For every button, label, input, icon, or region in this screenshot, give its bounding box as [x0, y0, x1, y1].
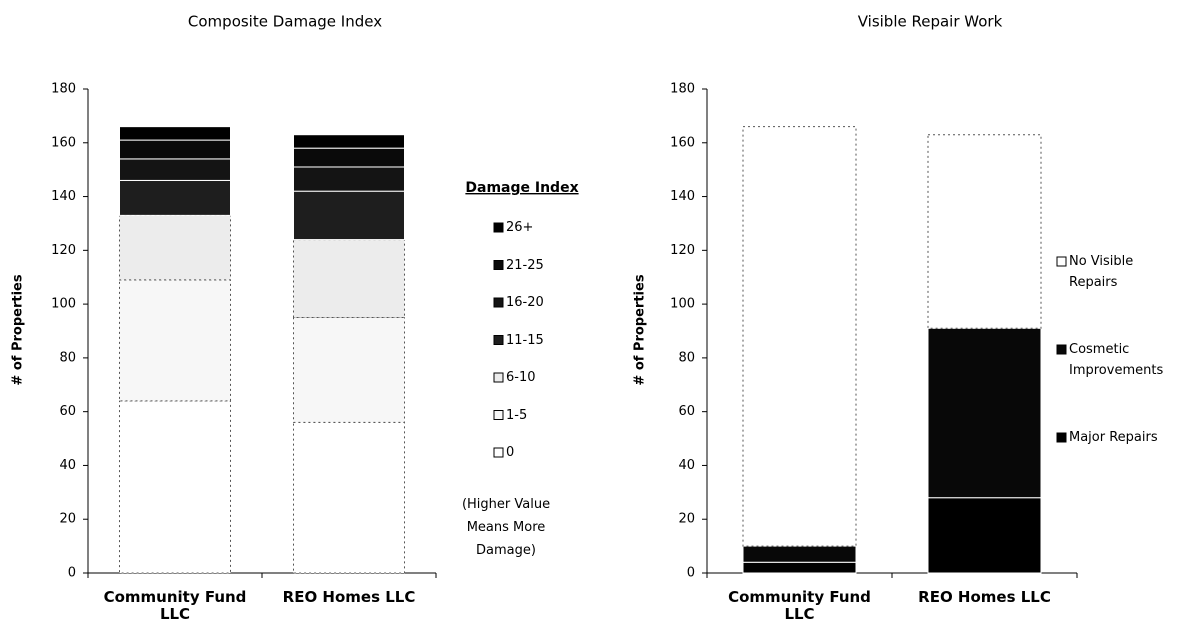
- legend-swatch: [493, 447, 504, 458]
- legend-swatch: [493, 335, 504, 345]
- legend-label: Cosmetic Improvements: [1069, 342, 1164, 378]
- x-tick-label: REO Homes LLC: [918, 588, 1051, 606]
- bar-segment: [927, 327, 1042, 499]
- legend-label: 6-10: [506, 370, 536, 385]
- legend-label: Major Repairs: [1069, 430, 1158, 445]
- legend-label: 26+: [506, 220, 534, 235]
- y-tick-label: 0: [68, 566, 76, 581]
- bar-segment: [119, 126, 231, 141]
- y-tick-label: 160: [670, 135, 695, 150]
- y-tick-label: 20: [59, 512, 76, 527]
- bar-segment: [927, 497, 1042, 574]
- y-tick-label: 20: [678, 512, 695, 527]
- bar-segment: [119, 139, 231, 160]
- bar-segment: [293, 239, 405, 319]
- legend-swatch: [1056, 344, 1067, 355]
- legend-swatch: [493, 410, 504, 420]
- y-axis-label: # of Properties: [11, 274, 26, 385]
- y-tick-label: 160: [51, 135, 76, 150]
- y-tick-label: 180: [51, 82, 76, 97]
- legend-swatch: [493, 260, 504, 270]
- bar-segment: [293, 166, 405, 192]
- legend-label: 21-25: [506, 257, 544, 273]
- y-tick-label: 80: [59, 350, 76, 365]
- y-tick-label: 40: [678, 458, 695, 473]
- x-tick-label: REO Homes LLC: [282, 588, 416, 606]
- y-tick-label: 80: [678, 350, 695, 365]
- y-tick-label: 40: [59, 458, 76, 473]
- bar-segment: [742, 126, 857, 547]
- legend-swatch: [493, 222, 504, 233]
- bar-segment: [742, 561, 857, 574]
- bar-segment: [293, 147, 405, 168]
- y-tick-label: 140: [51, 189, 76, 204]
- bar-segment: [119, 214, 231, 281]
- bar-segment: [927, 134, 1042, 329]
- legend-label: 0: [506, 445, 515, 460]
- legend-swatch: [1056, 256, 1067, 267]
- y-tick-label: 120: [670, 243, 695, 258]
- y-tick-label: 60: [59, 404, 76, 419]
- legend-swatch: [1056, 432, 1067, 443]
- bar-segment: [293, 317, 405, 423]
- bar-segment: [293, 190, 405, 241]
- y-tick-label: 120: [51, 243, 76, 258]
- y-tick-label: 140: [670, 189, 695, 204]
- bar-segment: [119, 158, 231, 181]
- chart-title: Composite Damage Index: [188, 13, 382, 31]
- legend-title: Damage Index: [465, 180, 578, 196]
- chart-title: Visible Repair Work: [858, 13, 1003, 31]
- bar-segment: [119, 179, 231, 216]
- bar-segment: [119, 400, 231, 574]
- bar-segment: [293, 421, 405, 574]
- y-tick-label: 100: [51, 297, 76, 312]
- y-tick-label: 100: [670, 297, 695, 312]
- legend-label: 11-15: [506, 332, 544, 348]
- legend-label: 1-5: [506, 407, 528, 423]
- legend-label: 16-20: [506, 295, 544, 310]
- legend-swatch: [493, 372, 504, 383]
- legend-label: No Visible Repairs: [1069, 254, 1134, 290]
- x-tick-label: Community Fund LLC: [728, 588, 871, 623]
- legend-note: (Higher Value Means More Damage): [461, 496, 551, 558]
- y-axis-label: # of Properties: [633, 274, 648, 385]
- bar-segment: [119, 279, 231, 402]
- bar-segment: [293, 134, 405, 149]
- y-tick-label: 0: [687, 566, 695, 581]
- y-tick-label: 180: [670, 82, 695, 97]
- x-tick-label: Community Fund LLC: [103, 588, 247, 623]
- y-tick-label: 60: [678, 404, 695, 419]
- legend-swatch: [493, 297, 504, 308]
- bar-segment: [742, 545, 857, 563]
